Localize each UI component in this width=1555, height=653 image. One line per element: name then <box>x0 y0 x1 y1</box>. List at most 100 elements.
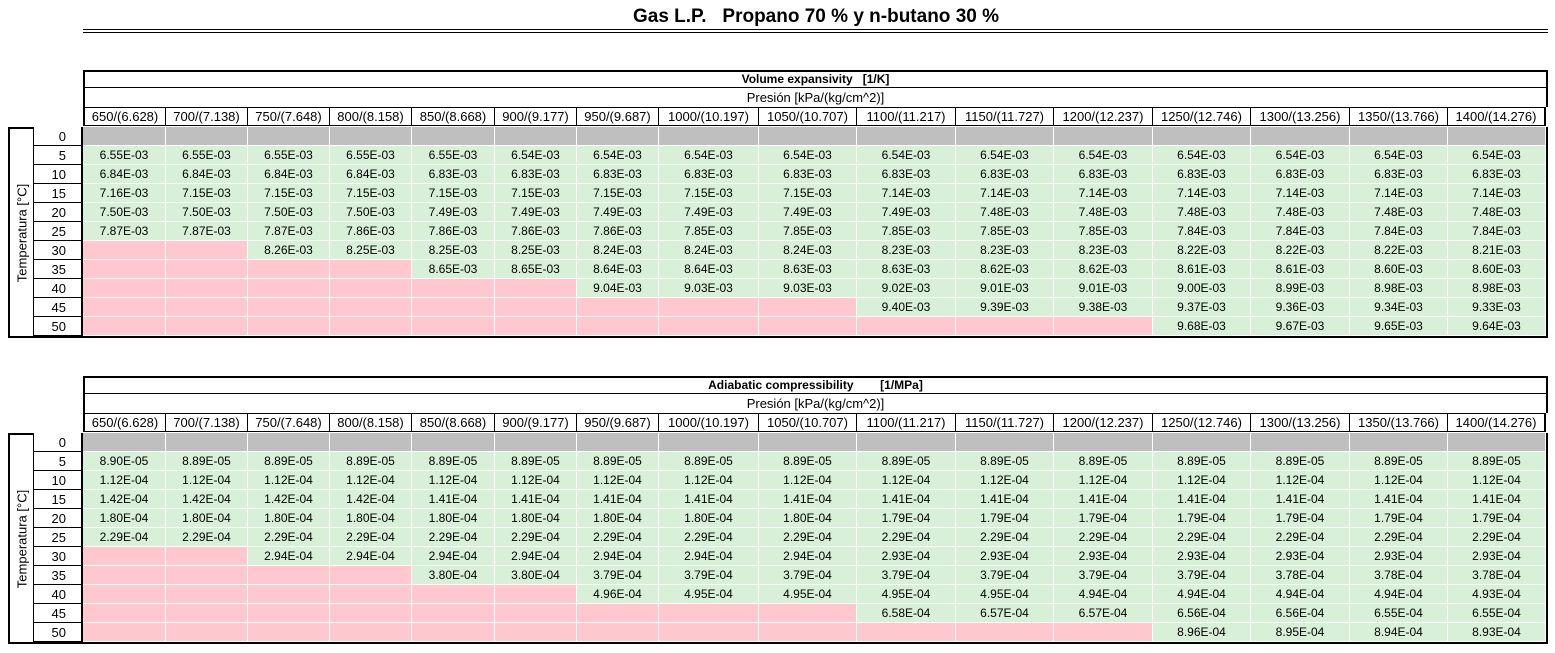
value-cell: 8.99E-03 <box>1251 279 1350 298</box>
value-cell: 8.64E-03 <box>659 260 759 279</box>
value-cell: 7.86E-03 <box>577 222 659 241</box>
value-cell: 9.33E-03 <box>1448 298 1546 317</box>
table-row: 25 7.87E-03 7.87E-03 7.87E-03 7.86E-03 7.86E-… <box>34 222 1548 241</box>
temperature-label: 50 <box>34 623 83 642</box>
value-cell: 9.00E-03 <box>1153 279 1251 298</box>
value-cell: 8.61E-03 <box>1153 260 1251 279</box>
value-cell: 8.95E-04 <box>1251 623 1350 642</box>
pressure-header-cell: 1300/(13.256) <box>1251 413 1350 432</box>
empty-cell-pink <box>495 298 577 317</box>
pressure-header-cell: 1150/(11.727) <box>956 413 1054 432</box>
empty-cell-pink <box>166 241 248 260</box>
value-cell: 8.24E-03 <box>577 241 659 260</box>
value-cell: 6.55E-03 <box>166 146 248 165</box>
temperature-label: 25 <box>34 222 83 241</box>
value-cell: 8.93E-04 <box>1448 623 1546 642</box>
table-row: 30 8.26E-03 8.25E-03 8.25E-03 8.25E-03 8.24E-… <box>34 241 1548 260</box>
value-cell: 1.42E-04 <box>166 490 248 509</box>
value-cell: 3.79E-04 <box>659 566 759 585</box>
value-cell: 8.89E-05 <box>248 452 330 471</box>
empty-cell-pink <box>759 604 857 623</box>
value-cell: 7.49E-03 <box>412 203 495 222</box>
value-cell: 8.89E-05 <box>1350 452 1448 471</box>
empty-cell-pink <box>166 623 248 642</box>
empty-cell-pink <box>166 585 248 604</box>
value-cell: 6.57E-04 <box>1054 604 1153 623</box>
value-cell: 2.94E-04 <box>577 547 659 566</box>
value-cell: 7.87E-03 <box>83 222 166 241</box>
value-cell: 7.14E-03 <box>1350 184 1448 203</box>
value-cell: 1.41E-04 <box>495 490 577 509</box>
empty-cell-pink <box>659 317 759 336</box>
pressure-header-cell: 1050/(10.707) <box>759 107 857 126</box>
value-cell: 6.83E-03 <box>956 165 1054 184</box>
pressure-header-cell: 1350/(13.766) <box>1350 107 1448 126</box>
value-cell: 7.49E-03 <box>577 203 659 222</box>
value-cell: 3.78E-04 <box>1350 566 1448 585</box>
pressure-header-cell: 700/(7.138) <box>166 107 248 126</box>
value-cell: 7.49E-03 <box>659 203 759 222</box>
pressure-header-cell: 950/(9.687) <box>577 413 659 432</box>
empty-cell-gray <box>166 433 248 452</box>
pressure-axis-label: Presión [kPa/(kg/cm^2)] <box>83 88 1548 107</box>
value-cell: 7.85E-03 <box>857 222 956 241</box>
temperature-label: 10 <box>34 471 83 490</box>
table-row: 5 8.90E-05 8.89E-05 8.89E-05 8.89E-05 8.89E-0… <box>34 452 1548 471</box>
temperature-label: 35 <box>34 566 83 585</box>
empty-cell-pink <box>577 623 659 642</box>
value-cell: 7.86E-03 <box>495 222 577 241</box>
empty-cell-gray <box>330 127 412 146</box>
pressure-header-cell: 750/(7.648) <box>248 107 330 126</box>
empty-cell-pink <box>412 623 495 642</box>
empty-cell-gray <box>1448 127 1546 146</box>
value-cell: 2.94E-04 <box>248 547 330 566</box>
empty-cell-pink <box>248 604 330 623</box>
empty-cell-pink <box>412 279 495 298</box>
value-cell: 6.54E-03 <box>1251 146 1350 165</box>
value-cell: 6.55E-03 <box>83 146 166 165</box>
table-row: 35 3.80E-04 3.80E-04 3.79E-04 3.79E-04 3.79E-… <box>34 566 1548 585</box>
value-cell: 7.48E-03 <box>1350 203 1448 222</box>
pressure-header-cell: 1050/(10.707) <box>759 413 857 432</box>
value-cell: 1.79E-04 <box>1054 509 1153 528</box>
value-cell: 7.85E-03 <box>1054 222 1153 241</box>
value-cell: 1.79E-04 <box>1350 509 1448 528</box>
value-cell: 3.79E-04 <box>857 566 956 585</box>
empty-cell-pink <box>248 566 330 585</box>
pressure-axis-label: Presión [kPa/(kg/cm^2)] <box>83 394 1548 413</box>
value-cell: 1.41E-04 <box>956 490 1054 509</box>
table-row: 0 <box>34 433 1548 452</box>
value-cell: 1.42E-04 <box>330 490 412 509</box>
value-cell: 7.14E-03 <box>956 184 1054 203</box>
temperature-label: 50 <box>34 317 83 336</box>
empty-cell-pink <box>166 260 248 279</box>
value-cell: 1.42E-04 <box>83 490 166 509</box>
value-cell: 7.15E-03 <box>248 184 330 203</box>
value-cell: 4.93E-04 <box>1448 585 1546 604</box>
value-cell: 8.25E-03 <box>412 241 495 260</box>
value-cell: 6.55E-03 <box>330 146 412 165</box>
table-row: 35 8.65E-03 8.65E-03 8.64E-03 8.64E-03 8.63E-… <box>34 260 1548 279</box>
value-cell: 8.61E-03 <box>1251 260 1350 279</box>
empty-cell-pink <box>495 279 577 298</box>
value-cell: 1.80E-04 <box>83 509 166 528</box>
value-cell: 1.12E-04 <box>1350 471 1448 490</box>
value-cell: 8.96E-04 <box>1153 623 1251 642</box>
table-row: 15 1.42E-04 1.42E-04 1.42E-04 1.42E-04 1.41E-… <box>34 490 1548 509</box>
value-cell: 7.84E-03 <box>1153 222 1251 241</box>
value-cell: 7.14E-03 <box>1251 184 1350 203</box>
value-cell: 1.80E-04 <box>759 509 857 528</box>
empty-cell-pink <box>330 604 412 623</box>
value-cell: 8.62E-03 <box>956 260 1054 279</box>
empty-cell-gray <box>659 127 759 146</box>
value-cell: 3.79E-04 <box>759 566 857 585</box>
value-cell: 7.15E-03 <box>659 184 759 203</box>
temperature-axis-label: Temperatura [°C] <box>14 183 29 282</box>
value-cell: 2.29E-04 <box>495 528 577 547</box>
value-cell: 8.60E-03 <box>1448 260 1546 279</box>
empty-cell-pink <box>248 623 330 642</box>
empty-cell-pink <box>83 547 166 566</box>
value-cell: 1.79E-04 <box>1251 509 1350 528</box>
value-cell: 2.94E-04 <box>330 547 412 566</box>
value-cell: 1.12E-04 <box>1153 471 1251 490</box>
